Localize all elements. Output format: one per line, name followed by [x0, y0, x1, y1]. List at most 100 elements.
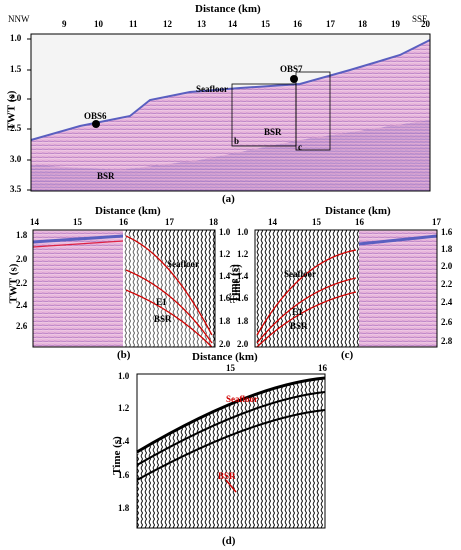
- panel-b-label-seafloor: Seafloor: [167, 259, 199, 269]
- panel-a-y-tick: 1.5: [10, 64, 22, 74]
- panel-c-seafloor-line: [358, 234, 438, 246]
- panel-d-seafloor-event: [136, 376, 326, 454]
- panel-b-x-tick: 18: [209, 217, 218, 227]
- panel-b-x-tick: 17: [165, 217, 174, 227]
- panel-c-seafloor-pick: [256, 249, 357, 336]
- panel-b-label-e1: E1: [156, 297, 167, 307]
- panel-c-x-tick: 15: [312, 217, 321, 227]
- panel-c-x-tick: 16: [355, 217, 364, 227]
- panel-a-y-tick: 2.5: [10, 123, 22, 133]
- panel-c-y-tick-right: 2.0: [441, 261, 453, 271]
- panel-b-y-tick-right: 1.8: [219, 316, 231, 326]
- panel-b-seafloor-line: [32, 234, 124, 244]
- panel-a-x-tick: 12: [163, 19, 172, 29]
- label-bsr-box: BSR: [264, 127, 282, 137]
- panel-b-label-bsr: BSR: [154, 314, 172, 324]
- panel-a-x-tick: 10: [94, 19, 103, 29]
- panel-a: [27, 33, 431, 192]
- panel-a-x-tick: 17: [326, 19, 335, 29]
- panel-b-x-tick: 14: [30, 217, 39, 227]
- panel-d-x-tick: 16: [318, 363, 327, 373]
- panel-d-label-seafloor: Seafloor: [226, 394, 258, 404]
- panel-c-x-tick: 14: [268, 217, 277, 227]
- panel-c-y-tick: 1.2: [237, 249, 249, 259]
- panel-a-x-tick: 19: [391, 19, 400, 29]
- panel-b-y-tick: 2.4: [16, 300, 28, 310]
- panel-b-tag: (b): [117, 349, 131, 361]
- panel-c-e1-pick: [256, 277, 357, 344]
- panel-b-y-tick: 2.0: [16, 254, 28, 264]
- panel-b-y-tick: 2.6: [16, 321, 28, 331]
- label-obs6: OBS6: [84, 111, 107, 121]
- panel-a-x-tick: 13: [197, 19, 206, 29]
- panel-c-tag: (c): [341, 349, 354, 361]
- panel-a-x-tick: 16: [293, 19, 302, 29]
- panel-a-x-tick: 15: [261, 19, 270, 29]
- panel-c-y-tick: 2.0: [237, 339, 249, 349]
- obs7-marker: [290, 75, 298, 83]
- panel-c-y-tick-right: 2.2: [441, 279, 453, 289]
- panel-c: [254, 229, 438, 348]
- panel-d-y-tick: 1.0: [118, 371, 130, 381]
- panel-a-x-title: Distance (km): [195, 3, 261, 15]
- panel-d-bsr-arrow: [225, 479, 237, 493]
- panel-b-y-tick-right: 2.0: [219, 339, 231, 349]
- label-box-b: b: [234, 136, 240, 146]
- panel-b-y-tick: 2.2: [16, 278, 28, 288]
- panel-b-x-tick: 16: [119, 217, 128, 227]
- panel-c-y-tick-right: 2.4: [441, 297, 453, 307]
- panel-b-x-tick: 15: [73, 217, 82, 227]
- panel-c-y-tick-right: 1.6: [441, 227, 453, 237]
- panel-c-label-e1: E1: [292, 307, 303, 317]
- panel-a-x-tick: 18: [358, 19, 367, 29]
- panel-c-y-title: Time (s): [227, 264, 240, 303]
- panel-b-y-tick-right: 1.0: [219, 227, 231, 237]
- panel-c-y-tick-right: 2.8: [441, 336, 453, 346]
- panel-d-tag: (d): [222, 535, 236, 547]
- panel-a-right-direction: SSE: [412, 14, 428, 24]
- panel-a-y-title: TWT (s): [5, 90, 18, 131]
- panel-a-frame: [30, 33, 431, 192]
- panel-d-y-tick: 1.2: [118, 403, 130, 413]
- panel-c-y-tick: 1.4: [237, 271, 249, 281]
- label-box-c: c: [298, 142, 302, 152]
- panel-c-y-tick-right: 1.8: [441, 244, 453, 254]
- panel-c-x-tick: 17: [432, 217, 441, 227]
- panel-b-y-title: TWT (s): [7, 263, 20, 304]
- panel-a-y-tick: 1.0: [10, 33, 22, 43]
- panel-d-y-tick: 1.6: [118, 470, 130, 480]
- label-bsr: BSR: [97, 171, 115, 181]
- panel-b: [32, 229, 216, 348]
- panel-b-seafloor-pick: [125, 235, 213, 336]
- panel-d-frame: [136, 373, 326, 529]
- panel-a-y-tick: 3.0: [10, 154, 22, 164]
- panel-b-y-tick-right: 1.4: [219, 271, 231, 281]
- panel-a-x-tick: 20: [421, 19, 430, 29]
- panel-c-y-tick: 1.8: [237, 316, 249, 326]
- panel-d-blank-top: [137, 374, 325, 455]
- panel-b-y-tick: 1.8: [16, 230, 28, 240]
- panel-a-box-c: [295, 71, 331, 151]
- label-seafloor: Seafloor: [196, 84, 228, 94]
- panel-c-y-tick-right: 2.6: [441, 317, 453, 327]
- panel-d-x-tick: 15: [226, 363, 235, 373]
- panel-a-y-tick: 2.0: [10, 93, 22, 103]
- panel-b-x-title: Distance (km): [95, 205, 161, 217]
- panel-d: [136, 373, 326, 529]
- panel-d-label-bsr: BSR: [218, 471, 236, 481]
- panel-a-x-tick: 11: [129, 19, 138, 29]
- panel-b-y-tick-right: 1.6: [219, 293, 231, 303]
- panel-a-left-direction: NNW: [8, 14, 30, 24]
- panel-b-e1-pick: [125, 269, 213, 344]
- panel-c-seismic: [359, 230, 437, 347]
- panel-c-label-seafloor: Seafloor: [284, 269, 316, 279]
- panel-d-y-tick: 1.8: [118, 503, 130, 513]
- panel-a-y-tick: 3.5: [10, 184, 22, 194]
- panel-b-frame: [32, 229, 216, 348]
- panel-c-x-title: Distance (km): [325, 205, 391, 217]
- panel-d-y-tick: 1.4: [118, 436, 130, 446]
- panel-c-y-tick: 1.0: [237, 227, 249, 237]
- panel-b-seismic: [33, 230, 123, 347]
- panel-b-y-tick-right: 1.2: [219, 249, 231, 259]
